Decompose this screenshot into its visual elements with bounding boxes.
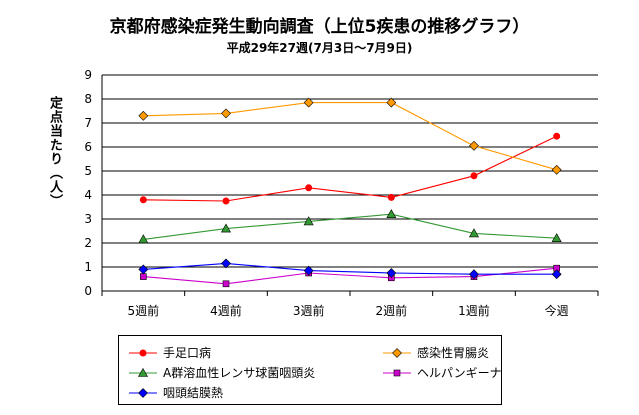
legend: 手足口病 感染性胃腸炎 A群溶血性レンサ球菌咽頭炎 ヘルパンギーナ 咽頭結膜熱 <box>118 335 502 405</box>
legend-symbol <box>137 367 149 377</box>
y-tick-label: 1 <box>84 260 92 274</box>
y-tick-label: 8 <box>84 92 92 106</box>
y-tick-label: 6 <box>84 140 92 154</box>
legend-label: 咽頭結膜熱 <box>163 386 224 400</box>
y-tick-label: 9 <box>84 68 92 82</box>
legend-symbol <box>393 369 401 377</box>
plot-area: 0 1 2 3 4 5 6 7 8 9 5週前 4週前 3週前 2週前 1週前 今週 <box>84 68 599 318</box>
x-tick-label: 4週前 <box>210 303 242 318</box>
series-line <box>143 267 557 285</box>
data-point <box>387 193 395 201</box>
y-tick-label: 7 <box>84 116 92 130</box>
y-tick-label: 0 <box>84 284 92 298</box>
y-tick-label: 4 <box>84 188 92 202</box>
legend-symbol <box>139 349 147 357</box>
y-tick-label: 2 <box>84 236 92 250</box>
legend-marker <box>129 388 157 398</box>
series-line <box>143 102 557 171</box>
y-axis-label: 定点当たり（人） <box>47 96 62 208</box>
data-point <box>303 216 314 226</box>
data-point <box>221 258 231 269</box>
data-point <box>386 97 397 108</box>
legend-symbol <box>392 348 402 358</box>
legend-label: 手足口病 <box>163 346 212 360</box>
legend-label: A群溶血性レンサ球菌咽頭炎 <box>163 366 316 380</box>
legend-label: ヘルパンギーナ <box>417 366 502 380</box>
data-point <box>551 233 562 242</box>
legend-symbol <box>138 388 148 398</box>
data-point <box>305 184 313 192</box>
data-point <box>222 197 230 205</box>
data-point <box>138 264 149 275</box>
data-point <box>386 209 397 218</box>
legend-marker <box>129 367 157 377</box>
legend-marker <box>383 369 411 377</box>
x-tick-label: 今週 <box>545 303 569 318</box>
data-point <box>386 268 397 278</box>
x-tick-label: 2週前 <box>376 303 408 318</box>
data-point <box>469 140 479 151</box>
data-point <box>303 265 314 276</box>
legend-marker <box>383 348 411 358</box>
series-line <box>143 213 557 240</box>
data-point <box>220 223 232 233</box>
data-point <box>303 97 314 108</box>
data-point <box>551 164 562 175</box>
data-point <box>470 172 478 180</box>
data-point <box>469 269 479 280</box>
data-point <box>551 269 562 280</box>
chart-title: 京都府感染症発生動向調査（上位5疾患の推移グラフ） <box>109 17 530 37</box>
data-point <box>553 132 561 140</box>
x-tick-label: 5週前 <box>128 303 160 318</box>
chart-subtitle: 平成29年27週(7月3日～7月9日) <box>226 41 413 55</box>
legend-label: 感染性胃腸炎 <box>417 346 490 360</box>
data-point <box>468 228 480 238</box>
series-line <box>143 135 557 202</box>
data-point <box>138 110 149 121</box>
legend-marker <box>129 349 157 357</box>
data-point <box>138 234 149 244</box>
x-tick-label: 1週前 <box>458 303 490 318</box>
y-tick-label: 3 <box>84 212 92 226</box>
data-point <box>222 280 230 288</box>
y-tick-label: 5 <box>84 164 92 178</box>
series-line <box>143 262 557 275</box>
x-tick-label: 3週前 <box>293 303 325 318</box>
data-point <box>139 196 147 204</box>
data-point <box>140 273 147 280</box>
data-point <box>221 108 231 119</box>
